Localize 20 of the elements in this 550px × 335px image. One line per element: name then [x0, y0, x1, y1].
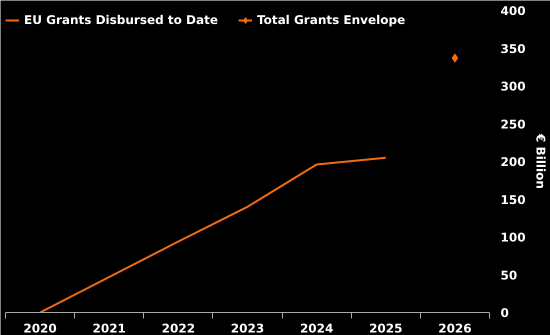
y-tick-label: 400 — [500, 4, 526, 18]
line-series — [39, 156, 387, 312]
y-tick-label: 150 — [500, 192, 526, 207]
x-tick-label: 2023 — [230, 322, 264, 335]
y-tick-label: 200 — [500, 155, 526, 169]
x-tick-label: 2020 — [23, 322, 57, 335]
y-tick-label: 250 — [500, 117, 526, 132]
y-tick-label: 50 — [500, 268, 518, 282]
y-tick-label: 0 — [500, 306, 509, 320]
y-tick-label: 300 — [500, 80, 526, 94]
x-tick-label: 2024 — [300, 322, 334, 335]
x-tick-label: 2022 — [162, 322, 196, 335]
y-tick-label: 350 — [500, 42, 526, 56]
x-tick-label: 2021 — [92, 322, 126, 335]
x-tick-label: 2025 — [369, 322, 402, 335]
x-tick-label: 2026 — [438, 322, 472, 335]
y-axis-title: € Billion — [534, 133, 548, 189]
legend-label: EU Grants Disbursed to Date — [24, 13, 218, 27]
legend-label: Total Grants Envelope — [257, 13, 406, 27]
y-tick-label: 100 — [500, 230, 526, 244]
